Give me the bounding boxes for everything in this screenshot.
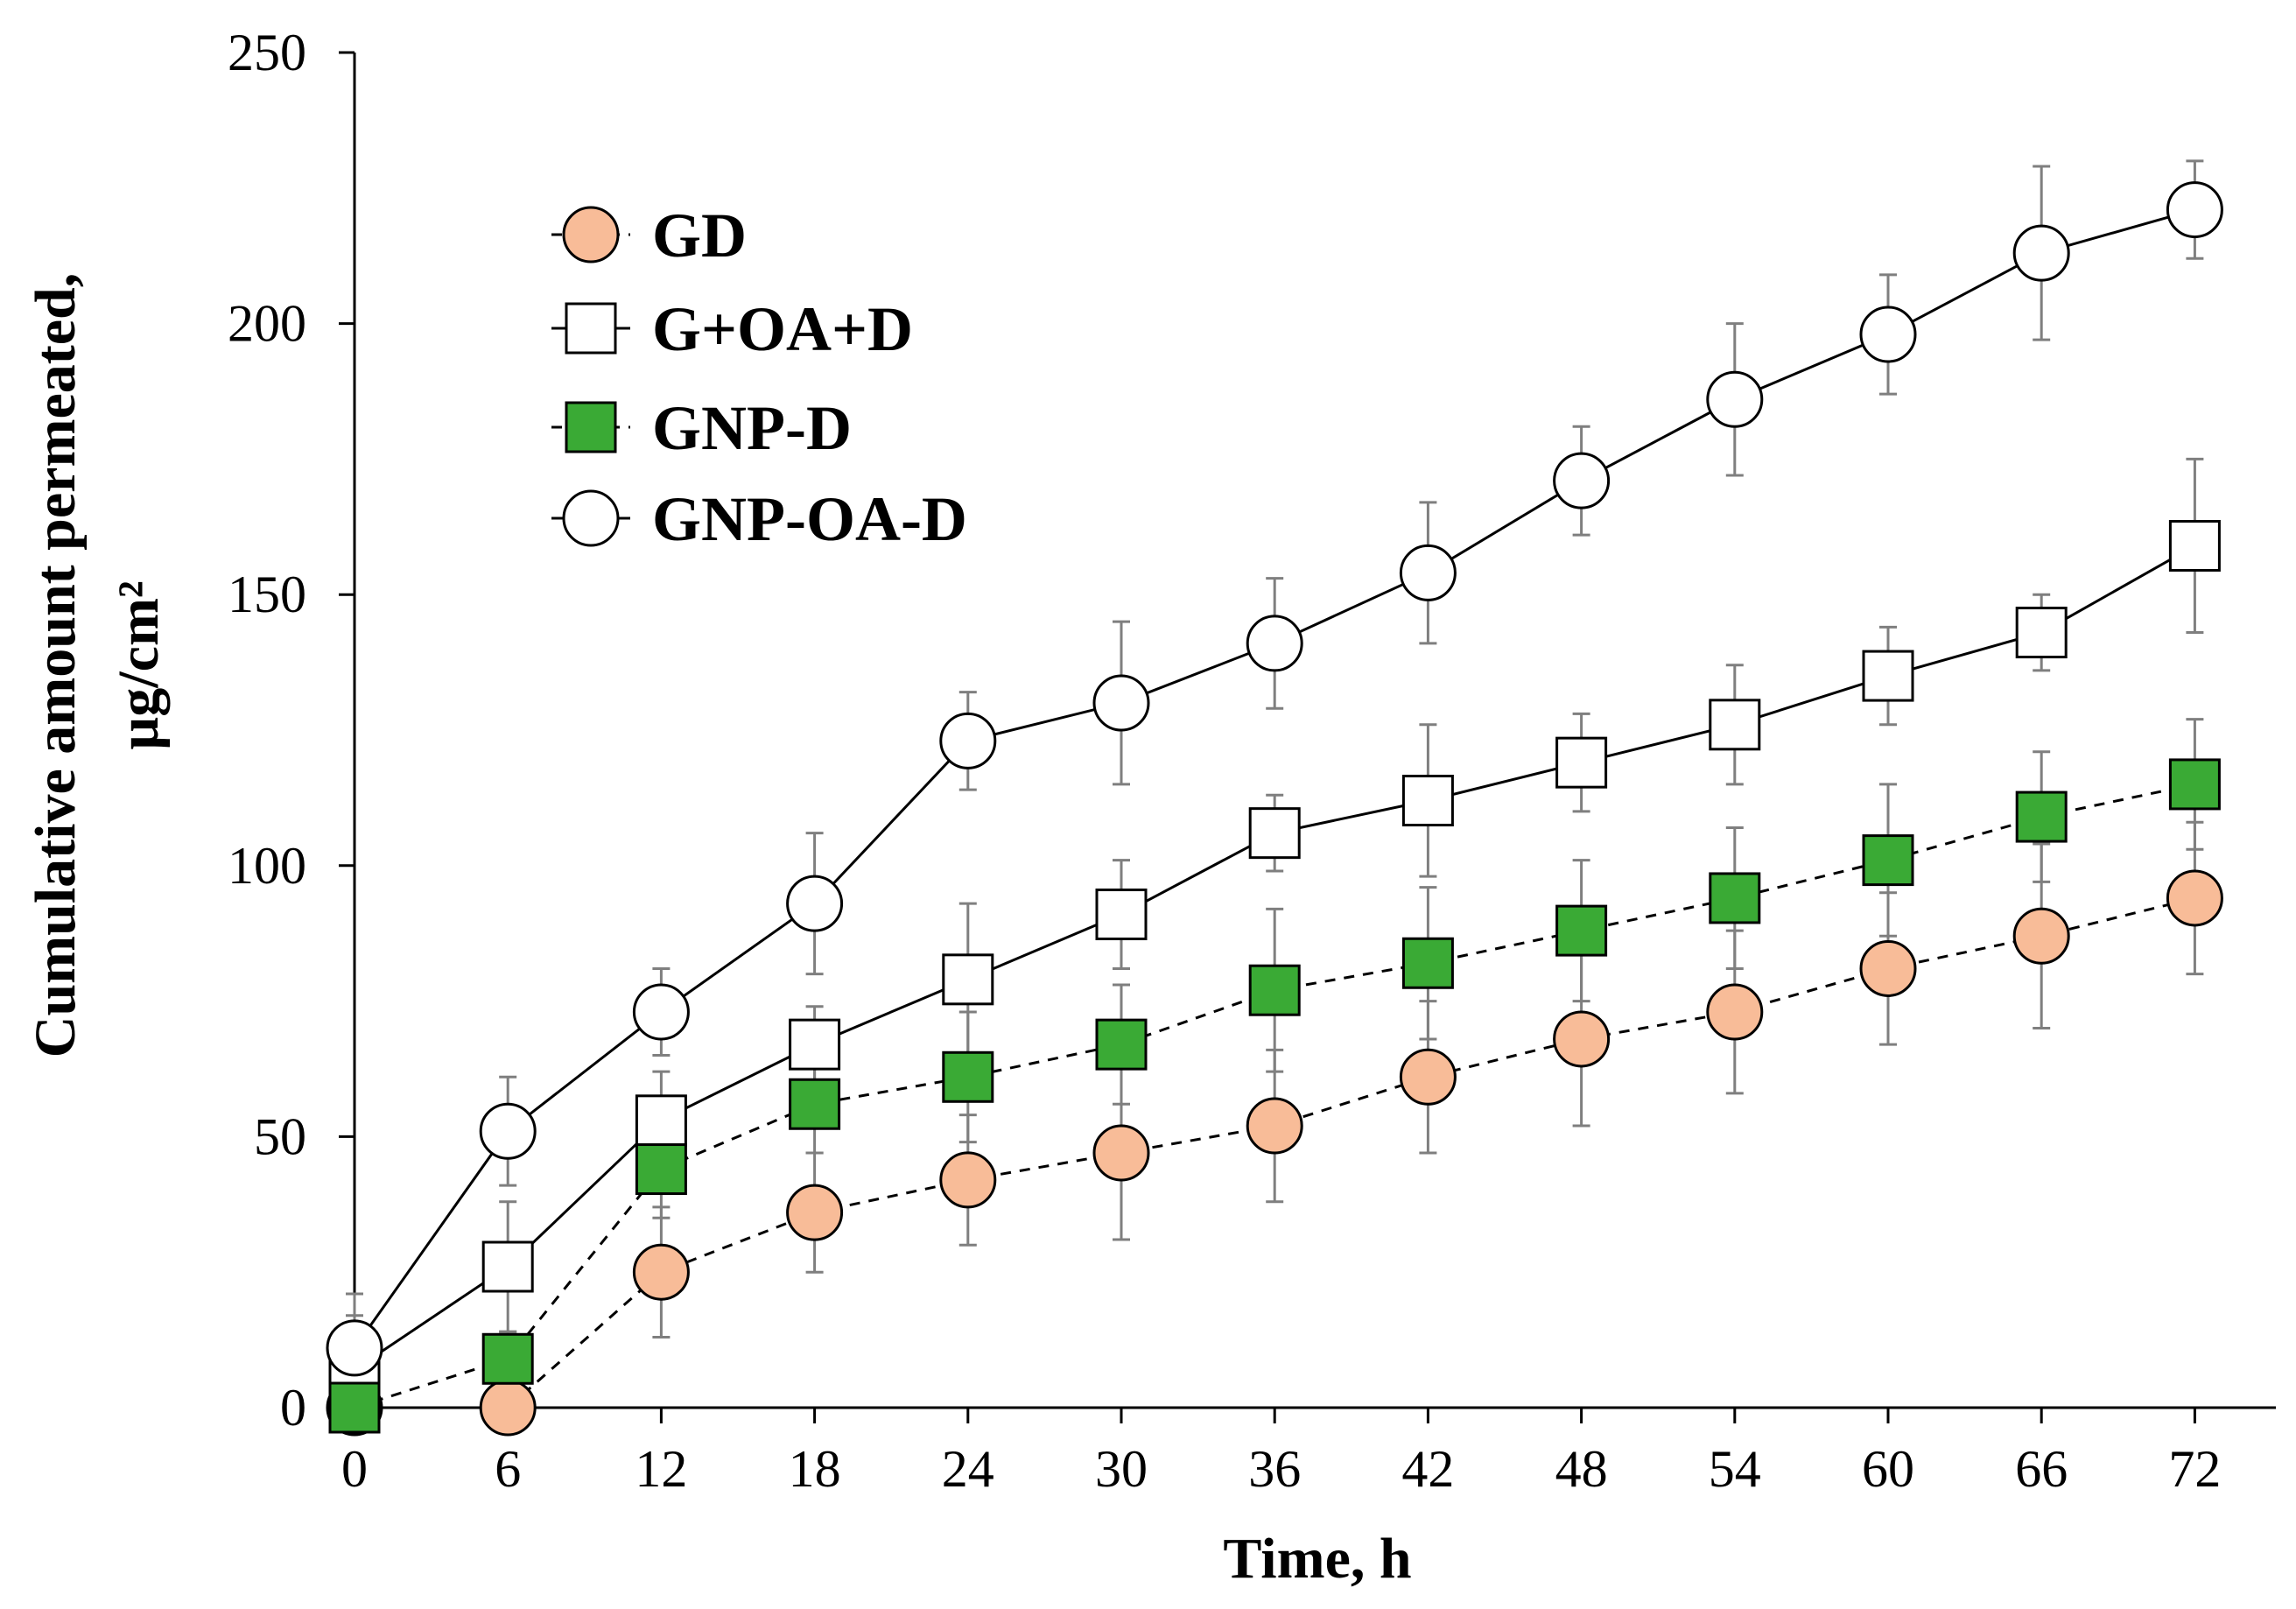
data-point-g-oa-d <box>1095 889 1148 941</box>
series-layer <box>326 159 2223 1437</box>
legend-item-gnp-d: GNP-D <box>551 393 852 463</box>
data-point-gnp-d <box>1248 964 1301 1016</box>
data-point-gnp-oa-d <box>1706 370 1764 428</box>
data-point-gd <box>1553 1010 1611 1068</box>
data-point-g-oa-d <box>1709 699 1761 751</box>
x-axis-ticks: 0 6 12 18 24 30 36 42 48 54 60 66 72 <box>341 1408 2221 1498</box>
data-point-g-oa-d <box>1401 774 1454 826</box>
data-point-gd <box>2166 869 2223 927</box>
legend-marker <box>562 206 620 263</box>
legend-label: G+OA+D <box>652 294 913 364</box>
data-point-gnp-oa-d <box>1859 306 1917 363</box>
data-point-g-oa-d <box>942 953 994 1006</box>
series-g-oa-d <box>328 519 2221 1396</box>
data-point-gnp-d <box>328 1381 381 1434</box>
x-tick-label: 36 <box>1248 1440 1301 1498</box>
data-point-gnp-d <box>2015 790 2068 843</box>
legend-marker <box>562 489 620 547</box>
legend-label: GNP-OA-D <box>652 484 967 554</box>
x-tick-label: 72 <box>2168 1440 2221 1498</box>
data-point-gd <box>1092 1124 1150 1182</box>
series-gnp-oa-d <box>326 181 2223 1377</box>
data-point-g-oa-d <box>1555 736 1608 789</box>
y-axis-title-group: Cumulative amount permeated, µg/cm² <box>24 273 171 1057</box>
legend-label: GNP-D <box>652 393 852 463</box>
data-point-g-oa-d <box>1248 807 1301 860</box>
y-tick-label: 0 <box>280 1379 306 1437</box>
data-point-gnp-oa-d <box>1553 452 1611 509</box>
data-point-gd <box>1859 939 1917 997</box>
data-point-gnp-oa-d <box>1246 615 1303 672</box>
x-tick-label: 66 <box>2015 1440 2068 1498</box>
y-tick-label: 150 <box>228 566 306 623</box>
y-axis-title-units: µg/cm² <box>107 580 171 749</box>
data-point-g-oa-d <box>481 1240 534 1293</box>
error-bars <box>346 159 2204 1409</box>
data-point-gnp-d <box>635 1143 687 1196</box>
data-point-gd <box>479 1379 537 1437</box>
data-point-gd <box>632 1243 690 1301</box>
data-point-gnp-d <box>1709 872 1761 924</box>
data-point-gnp-oa-d <box>2166 181 2223 239</box>
x-tick-label: 54 <box>1709 1440 1761 1498</box>
series-gnp-d <box>328 758 2221 1434</box>
data-point-g-oa-d <box>635 1094 687 1147</box>
x-tick-label: 12 <box>635 1440 687 1498</box>
data-point-gnp-d <box>481 1332 534 1385</box>
legend: GD G+OA+D GNP-D GNP-OA-D <box>551 200 967 554</box>
legend-label: GD <box>652 200 747 271</box>
data-point-gnp-d <box>1095 1018 1148 1071</box>
data-point-g-oa-d <box>2168 519 2221 572</box>
legend-item-gd: GD <box>551 200 747 271</box>
data-point-gnp-oa-d <box>2012 224 2070 282</box>
x-tick-label: 6 <box>495 1440 521 1498</box>
x-axis-title: Time, h <box>1223 1527 1411 1591</box>
y-axis-title: Cumulative amount permeated, <box>24 273 88 1057</box>
axes: 0 50 100 150 200 250 0 6 12 18 24 30 36 42 48 54 60 66 72 <box>228 24 2276 1498</box>
x-tick-label: 0 <box>341 1440 368 1498</box>
data-point-gnp-d <box>2168 758 2221 811</box>
data-point-gnp-oa-d <box>632 983 690 1041</box>
error-bars-gnp-d <box>499 718 2204 1388</box>
legend-marker <box>565 401 617 453</box>
data-point-gd <box>2012 907 2070 965</box>
x-tick-label: 42 <box>1401 1440 1454 1498</box>
data-point-gd <box>1399 1048 1457 1106</box>
legend-item-g-oa-d: G+OA+D <box>551 294 913 364</box>
data-point-gnp-oa-d <box>939 712 997 769</box>
data-point-gd <box>939 1151 997 1209</box>
legend-marker <box>565 302 617 355</box>
data-point-gd <box>1246 1097 1303 1155</box>
legend-item-gnp-oa-d: GNP-OA-D <box>551 484 967 554</box>
data-point-gnp-d <box>1401 937 1454 989</box>
data-point-gnp-oa-d <box>786 875 844 932</box>
data-point-gnp-d <box>1862 834 1914 887</box>
data-point-gnp-oa-d <box>326 1319 383 1377</box>
y-tick-label: 250 <box>228 24 306 81</box>
x-tick-label: 18 <box>789 1440 841 1498</box>
x-tick-label: 60 <box>1862 1440 1914 1498</box>
data-point-gd <box>1706 983 1764 1041</box>
data-point-g-oa-d <box>789 1018 841 1071</box>
y-tick-label: 100 <box>228 837 306 895</box>
data-point-g-oa-d <box>2015 607 2068 659</box>
data-point-gnp-d <box>789 1078 841 1130</box>
data-point-gnp-oa-d <box>1399 544 1457 601</box>
data-point-gnp-d <box>1555 904 1608 957</box>
data-point-g-oa-d <box>1862 650 1914 702</box>
y-tick-label: 200 <box>228 295 306 353</box>
data-point-gnp-oa-d <box>479 1102 537 1160</box>
error-bars-gnp-oa-d <box>346 159 2204 1404</box>
x-tick-label: 30 <box>1095 1440 1148 1498</box>
data-point-gnp-oa-d <box>1092 674 1150 732</box>
data-point-gd <box>786 1184 844 1241</box>
y-tick-label: 50 <box>254 1107 306 1165</box>
x-tick-label: 48 <box>1555 1440 1608 1498</box>
y-axis-ticks: 0 50 100 150 200 250 <box>228 24 355 1437</box>
x-tick-label: 24 <box>942 1440 994 1498</box>
data-point-gnp-d <box>942 1050 994 1103</box>
